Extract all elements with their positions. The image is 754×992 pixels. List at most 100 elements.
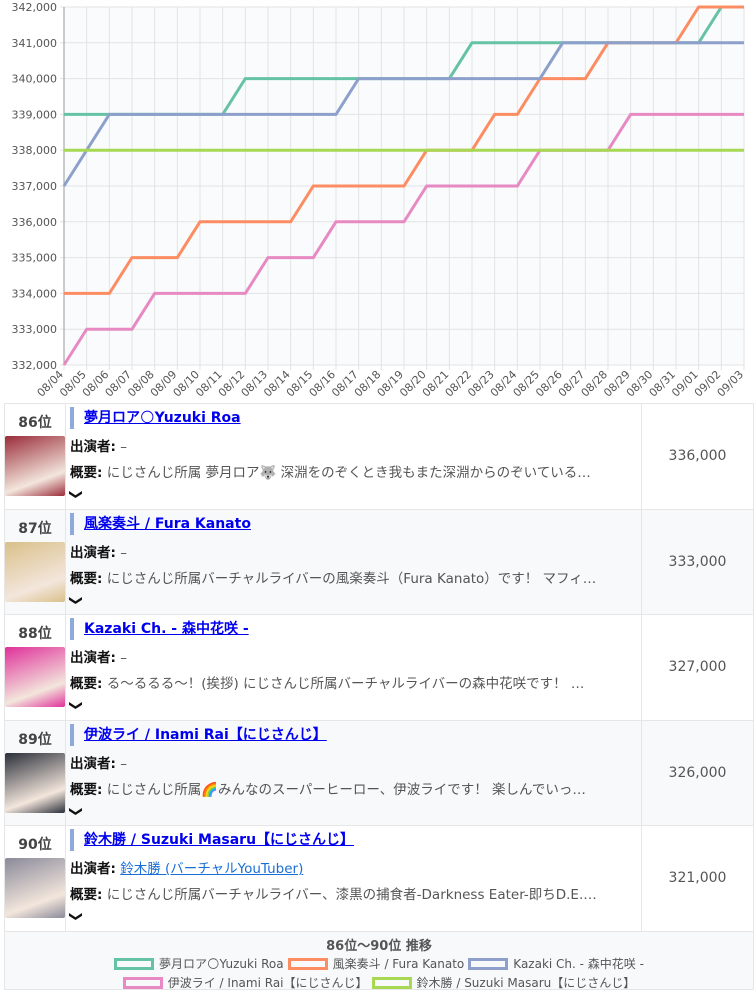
performer-line: 出演者: 鈴木勝 (バーチャルYouTuber) [70, 857, 637, 877]
rank-label: 86位 [18, 415, 52, 431]
summary-text: にじさんじ所属バーチャルライバーの風楽奏斗（Fura Kanato）です！ マフ… [106, 570, 597, 587]
channel-title-link[interactable]: 鈴木勝 / Suzuki Masaru【にじさんじ】 [84, 832, 355, 848]
legend-swatch [122, 976, 163, 989]
performer-value: – [120, 755, 127, 772]
performer-label: 出演者: [70, 650, 116, 666]
y-tick-label: 337,000 [12, 180, 58, 193]
channel-thumbnail[interactable] [5, 647, 65, 707]
legend-item[interactable]: 風楽奏斗 / Fura Kanato [287, 955, 465, 972]
info-cell: 風楽奏斗 / Fura Kanato 出演者: – 概要: にじさんじ所属バーチ… [65, 508, 642, 615]
info-cell: 伊波ライ / Inami Rai【にじさんじ】 出演者: – 概要: にじさんじ… [65, 719, 642, 826]
performer-label: 出演者: [70, 755, 116, 772]
legend-swatch [371, 976, 412, 989]
y-tick-label: 339,000 [12, 108, 58, 121]
performer-label: 出演者: [70, 439, 116, 455]
rank-cell: 88位 [4, 614, 66, 721]
legend-label: Kazaki Ch. - 森中花咲 - [513, 957, 644, 971]
y-tick-label: 338,000 [12, 144, 58, 157]
channel-thumbnail[interactable] [5, 541, 65, 602]
rank-cell: 87位 [4, 508, 66, 615]
rank-cell: 90位 [4, 825, 66, 932]
rank-cell: 86位 [4, 403, 66, 510]
chevron-down-icon[interactable]: ❯ [67, 489, 83, 500]
summary-text: にじさんじ所属バーチャルライバー、漆黒の捕食者-Darkness Eater-即… [106, 887, 597, 903]
legend-swatch [468, 957, 509, 970]
channel-title-link[interactable]: 伊波ライ / Inami Rai【にじさんじ】 [84, 726, 327, 743]
chevron-down-icon[interactable]: ❯ [67, 700, 83, 711]
rank-label: 90位 [18, 837, 52, 853]
summary-text: にじさんじ所属 夢月ロア🐺 深淵をのぞくとき我もまた深淵からのぞいている… [106, 465, 591, 481]
legend-label: 風楽奏斗 / Fura Kanato [332, 957, 465, 971]
legend-item[interactable]: 鈴木勝 / Suzuki Masaru【にじさんじ】 [371, 974, 636, 991]
summary-label: 概要: [70, 465, 103, 481]
ranking-table: 86位 夢月ロア🌕Yuzuki Roa 出演者: – 概要: にじさんじ所属 夢… [4, 403, 754, 932]
title-wrap: 風楽奏斗 / Fura Kanato [70, 512, 637, 535]
performer-value: – [120, 650, 127, 666]
channel-title-link[interactable]: Kazaki Ch. - 森中花咲 - [84, 621, 249, 637]
ranking-line-chart: 08/0408/0508/0608/0708/0808/0908/1008/11… [12, 1, 747, 400]
summary-line: 概要: にじさんじ所属バーチャルライバー、漆黒の捕食者-Darkness Eat… [70, 883, 637, 903]
rank-cell: 89位 [4, 719, 66, 826]
performer-label: 出演者: [70, 861, 116, 877]
title-wrap: Kazaki Ch. - 森中花咲 - [70, 618, 637, 640]
summary-text: る～るるる～！(挨拶) にじさんじ所属バーチャルライバーの森中花咲です！ … [106, 676, 585, 692]
performer-link[interactable]: 鈴木勝 (バーチャルYouTuber) [120, 861, 304, 877]
legend-item[interactable]: Kazaki Ch. - 森中花咲 - [468, 955, 644, 972]
summary-label: 概要: [70, 570, 103, 587]
y-tick-label: 341,000 [12, 37, 58, 50]
ranking-row: 86位 夢月ロア🌕Yuzuki Roa 出演者: – 概要: にじさんじ所属 夢… [4, 403, 754, 510]
x-tick-label: 09/03 [715, 368, 747, 400]
info-cell: 鈴木勝 / Suzuki Masaru【にじさんじ】 出演者: 鈴木勝 (バーチ… [65, 825, 642, 932]
channel-title-link[interactable]: 夢月ロア🌕Yuzuki Roa [84, 410, 241, 426]
y-tick-label: 334,000 [12, 287, 58, 300]
performer-line: 出演者: – [70, 752, 637, 772]
rank-label: 89位 [18, 731, 52, 748]
performer-line: 出演者: – [70, 541, 637, 561]
summary-line: 概要: にじさんじ所属 夢月ロア🐺 深淵をのぞくとき我もまた深淵からのぞいている… [70, 461, 637, 481]
ranking-row: 87位 風楽奏斗 / Fura Kanato 出演者: – 概要: にじさんじ所… [4, 508, 754, 615]
y-tick-label: 340,000 [12, 73, 58, 86]
channel-title-link[interactable]: 風楽奏斗 / Fura Kanato [84, 515, 251, 532]
value-cell: 336,000 [641, 403, 754, 510]
title-wrap: 鈴木勝 / Suzuki Masaru【にじさんじ】 [70, 829, 637, 851]
summary-label: 概要: [70, 781, 103, 798]
legend-label: 夢月ロア🌕Yuzuki Roa [159, 957, 284, 971]
y-tick-label: 342,000 [12, 1, 58, 14]
value-cell: 333,000 [641, 508, 754, 615]
channel-thumbnail[interactable] [5, 436, 65, 496]
summary-text: にじさんじ所属🌈みんなのスーパーヒーロー、伊波ライです！ 楽しんでいっ… [106, 781, 586, 798]
title-wrap: 伊波ライ / Inami Rai【にじさんじ】 [70, 723, 637, 746]
channel-thumbnail[interactable] [5, 858, 65, 918]
summary-line: 概要: にじさんじ所属🌈みんなのスーパーヒーロー、伊波ライです！ 楽しんでいっ… [70, 778, 637, 798]
legend-swatch [287, 957, 328, 970]
legend-item[interactable]: 伊波ライ / Inami Rai【にじさんじ】 [122, 974, 368, 991]
rank-label: 87位 [18, 520, 52, 537]
y-tick-label: 336,000 [12, 216, 58, 229]
chevron-down-icon[interactable]: ❯ [67, 594, 83, 606]
value-cell: 321,000 [641, 825, 754, 932]
performer-value: – [120, 439, 127, 455]
value-cell: 326,000 [641, 719, 754, 826]
info-cell: 夢月ロア🌕Yuzuki Roa 出演者: – 概要: にじさんじ所属 夢月ロア🐺… [65, 403, 642, 510]
chevron-down-icon[interactable]: ❯ [67, 805, 83, 817]
performer-line: 出演者: – [70, 646, 637, 666]
y-tick-label: 332,000 [12, 359, 58, 372]
legend-swatch [114, 957, 155, 970]
performer-line: 出演者: – [70, 435, 637, 455]
performer-label: 出演者: [70, 544, 116, 561]
channel-thumbnail[interactable] [5, 752, 65, 813]
series-line [62, 112, 744, 366]
title-wrap: 夢月ロア🌕Yuzuki Roa [70, 407, 637, 429]
info-cell: Kazaki Ch. - 森中花咲 - 出演者: – 概要: る～るるる～！(挨… [65, 614, 642, 721]
performer-value: – [120, 544, 127, 561]
summary-label: 概要: [70, 887, 103, 903]
rank-label: 88位 [18, 626, 52, 642]
series-line [62, 41, 744, 187]
legend-label: 伊波ライ / Inami Rai【にじさんじ】 [167, 976, 368, 990]
chevron-down-icon[interactable]: ❯ [67, 911, 83, 922]
legend-item[interactable]: 夢月ロア🌕Yuzuki Roa [114, 955, 284, 972]
legend-label: 鈴木勝 / Suzuki Masaru【にじさんじ】 [416, 976, 636, 990]
ranking-row: 90位 鈴木勝 / Suzuki Masaru【にじさんじ】 出演者: 鈴木勝 … [4, 825, 754, 932]
chart-title: 86位〜90位 推移 [326, 939, 432, 954]
summary-line: 概要: にじさんじ所属バーチャルライバーの風楽奏斗（Fura Kanato）です… [70, 567, 637, 587]
